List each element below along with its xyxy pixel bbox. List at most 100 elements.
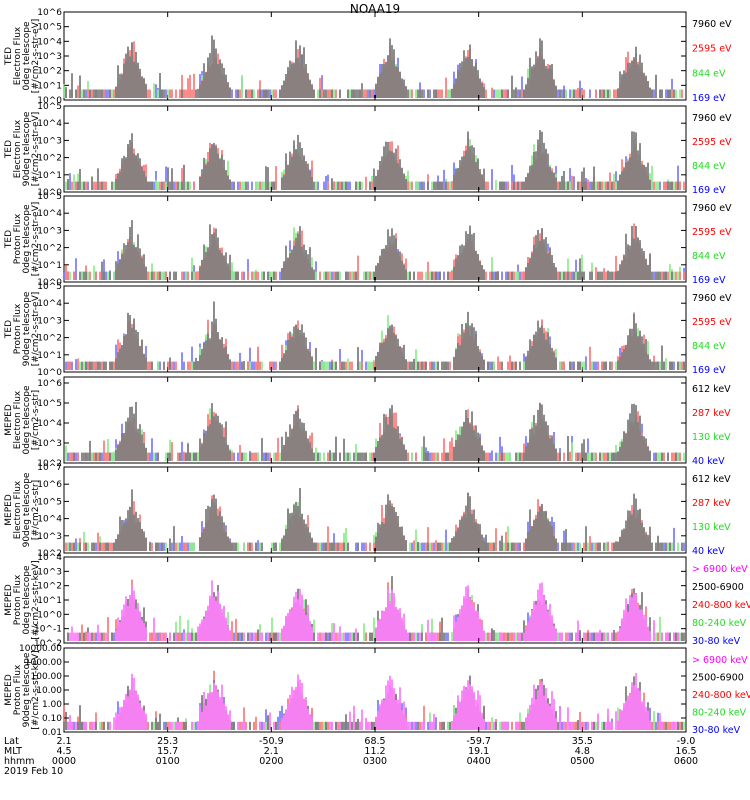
legend-entry: 2595 eV	[692, 137, 732, 148]
x-tick-label: 68.5	[364, 736, 385, 747]
series-trace	[63, 401, 677, 461]
x-tick-label: 0300	[363, 756, 387, 767]
legend-entry: 7960 eV	[692, 203, 732, 214]
y-tick-label: 10^4	[37, 419, 62, 429]
panel-3: 10^0 10^1 10^2 10^3 10^4 10^5 TED Proton Flux 0d…	[4, 192, 732, 288]
y-tick-label: 10^1	[37, 261, 62, 271]
y-tick-label: 100.00	[31, 672, 63, 682]
legend-entry: 130 keV	[692, 522, 731, 533]
y-tick-label: 1000.00	[25, 658, 62, 668]
y-tick-label: 10000.00	[19, 644, 62, 654]
panel-1: 10^0 10^1 10^2 10^3 10^4 10^5 10^6 TED Electron …	[4, 8, 732, 106]
y-tick-label: 10^3	[37, 316, 62, 326]
y-tick-label: 10^2	[37, 459, 62, 469]
series-trace	[63, 488, 683, 551]
y-tick-label: 10^5	[37, 192, 62, 202]
x-tick-label: 16.5	[675, 746, 696, 757]
y-tick-label: 10^4	[37, 37, 62, 47]
x-tick-label: 4.5	[56, 746, 71, 757]
legend-entry: 287 keV	[692, 408, 731, 419]
series-trace	[77, 315, 685, 370]
y-axis-label: Proton Flux	[13, 574, 23, 625]
y-axis-label: [#/cm2-s-str-eV]	[31, 112, 41, 187]
panel-2: 10^0 10^1 10^2 10^3 10^4 10^5 TED Electron Flux…	[4, 102, 732, 198]
x-tick-label: -50.9	[259, 736, 284, 747]
legend-entry: 2595 eV	[692, 317, 732, 328]
series-trace	[65, 408, 685, 461]
legend-entry: 169 eV	[692, 185, 726, 196]
legend-entry: 844 eV	[692, 251, 726, 262]
series-trace	[67, 673, 677, 730]
legend-entry: 30-80 keV	[692, 636, 741, 647]
x-tick-label: -59.7	[466, 736, 491, 747]
y-tick-label: 10^2	[37, 334, 62, 344]
legend-entry: 2595 eV	[692, 227, 732, 238]
panel-8: 0.01 0.10 1.00 10.00 100.00 1000.00 10000.00 ME…	[4, 644, 750, 738]
y-axis-label: Electron Flux	[13, 390, 23, 449]
series-trace	[65, 223, 685, 280]
y-tick-label: 10^1	[37, 171, 62, 181]
legend-entry: 30-80 keV	[692, 725, 741, 736]
y-tick-label: 10^-1	[34, 625, 62, 635]
y-tick-label: 10^4	[37, 515, 62, 525]
series-trace	[63, 675, 683, 730]
y-tick-label: 10^5	[37, 23, 62, 33]
y-tick-label: 10^6	[37, 8, 62, 18]
y-axis-label: TED	[4, 320, 14, 339]
panel-frame	[63, 285, 687, 373]
legend-entry: 287 keV	[692, 498, 731, 509]
y-tick-label: 10^5	[37, 399, 62, 409]
y-axis-label: [#/cm2-s-str-eV]	[31, 292, 41, 367]
y-axis-label: TED	[4, 230, 14, 249]
panel-frame	[63, 647, 687, 733]
x-tick-label: 11.2	[364, 746, 385, 757]
x-row-label: Lat	[4, 736, 19, 747]
legend-entry: 612 keV	[692, 474, 731, 485]
y-tick-label: 10^7	[37, 463, 62, 473]
legend-entry: 7960 eV	[692, 293, 732, 304]
y-axis-label: Electron Flux	[13, 480, 23, 539]
legend-entry: 40 keV	[692, 546, 725, 557]
y-tick-label: 0.01	[42, 728, 62, 738]
y-tick-label: 10^1	[37, 596, 62, 606]
y-axis-label: TED	[4, 47, 14, 66]
y-tick-label: 10^2	[37, 549, 62, 559]
x-tick-label: 25.3	[157, 736, 178, 747]
x-tick-label: 15.7	[157, 746, 178, 757]
y-axis-label: [#/cm2-s-str]	[31, 480, 41, 540]
legend-entry: 612 keV	[692, 384, 731, 395]
legend-entry: 2500-6900	[692, 673, 744, 684]
panel-4: 10^0 10^1 10^2 10^3 10^4 10^5 TED Proton Flux 90…	[4, 282, 732, 378]
y-tick-label: 10.00	[36, 686, 62, 696]
y-tick-label: 10^6	[37, 480, 62, 490]
y-axis-label: MEPED	[4, 494, 14, 526]
y-tick-label: 1.00	[42, 700, 62, 710]
y-tick-label: 10^4	[37, 299, 62, 309]
y-tick-label: 10^4	[37, 553, 62, 563]
y-tick-label: 10^2	[37, 582, 62, 592]
series-trace	[81, 301, 685, 370]
legend-entry: 7960 eV	[692, 19, 732, 30]
y-tick-label: 10^0	[37, 610, 62, 620]
y-tick-label: 10^6	[37, 379, 62, 389]
y-tick-label: 10^0	[37, 96, 62, 106]
y-tick-label: 10^3	[37, 226, 62, 236]
y-tick-label: 10^1	[37, 81, 62, 91]
x-tick-label: 19.1	[468, 746, 489, 757]
legend-entry: 7960 eV	[692, 113, 732, 124]
y-axis-label: MEPED	[4, 584, 14, 616]
y-tick-label: 10^2	[37, 154, 62, 164]
y-tick-label: 10^1	[37, 351, 62, 361]
y-axis-label: [#/cm2-s-str]	[31, 390, 41, 450]
y-axis-label: [#/cm2-s-str-eV]	[31, 19, 41, 94]
y-axis-label: MEPED	[4, 674, 14, 706]
legend-entry: 169 eV	[692, 365, 726, 376]
legend-entry: 240-800 keV	[692, 690, 750, 701]
y-tick-label: 10^3	[37, 532, 62, 542]
y-tick-label: 10^-2	[34, 639, 62, 649]
x-tick-label: 2.1	[264, 746, 279, 757]
series-trace	[69, 580, 679, 641]
y-axis-label: [#/cm2-s-str-keV]	[31, 560, 41, 639]
legend-entry: 40 keV	[692, 456, 725, 467]
panel-frame	[63, 11, 687, 101]
